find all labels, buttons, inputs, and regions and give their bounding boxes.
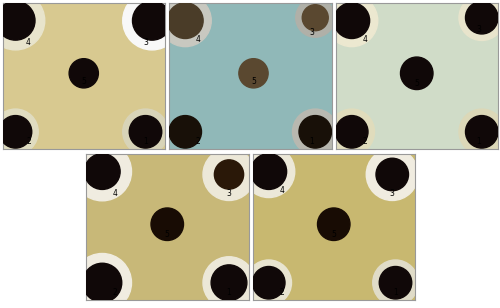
Text: 2: 2 bbox=[196, 137, 200, 147]
Ellipse shape bbox=[400, 57, 433, 90]
Ellipse shape bbox=[239, 59, 268, 88]
Ellipse shape bbox=[0, 116, 32, 148]
Ellipse shape bbox=[0, 1, 35, 40]
Ellipse shape bbox=[73, 142, 132, 201]
Text: 4: 4 bbox=[196, 35, 200, 44]
Ellipse shape bbox=[203, 257, 255, 308]
Ellipse shape bbox=[203, 148, 255, 201]
Text: 5: 5 bbox=[251, 78, 256, 87]
Ellipse shape bbox=[336, 116, 368, 148]
Ellipse shape bbox=[459, 109, 500, 155]
Text: 2: 2 bbox=[26, 137, 31, 147]
Text: 3: 3 bbox=[226, 189, 232, 198]
Ellipse shape bbox=[73, 253, 132, 308]
Ellipse shape bbox=[252, 266, 285, 299]
Ellipse shape bbox=[466, 2, 498, 34]
Ellipse shape bbox=[132, 1, 172, 40]
Ellipse shape bbox=[0, 0, 45, 50]
Ellipse shape bbox=[211, 265, 247, 301]
Ellipse shape bbox=[168, 3, 203, 38]
Text: D: D bbox=[92, 160, 100, 170]
Ellipse shape bbox=[251, 154, 286, 189]
Ellipse shape bbox=[83, 263, 122, 302]
Ellipse shape bbox=[329, 109, 374, 155]
Text: 3: 3 bbox=[310, 28, 314, 37]
Ellipse shape bbox=[159, 0, 211, 47]
Ellipse shape bbox=[302, 5, 328, 31]
Text: 3: 3 bbox=[476, 25, 481, 34]
Ellipse shape bbox=[459, 0, 500, 40]
Ellipse shape bbox=[243, 146, 295, 197]
Text: 1: 1 bbox=[143, 137, 148, 147]
Ellipse shape bbox=[366, 148, 418, 201]
Ellipse shape bbox=[246, 260, 292, 306]
Ellipse shape bbox=[334, 3, 370, 38]
Ellipse shape bbox=[373, 260, 418, 306]
Text: 4: 4 bbox=[280, 186, 284, 195]
Text: 4: 4 bbox=[362, 35, 367, 44]
Text: A: A bbox=[9, 9, 16, 19]
Ellipse shape bbox=[151, 208, 184, 241]
Text: E: E bbox=[259, 160, 266, 170]
Text: 3: 3 bbox=[143, 38, 148, 47]
Ellipse shape bbox=[0, 109, 38, 155]
Text: 2: 2 bbox=[113, 288, 117, 298]
Ellipse shape bbox=[292, 109, 338, 155]
Ellipse shape bbox=[123, 0, 181, 50]
Text: 2: 2 bbox=[362, 137, 367, 147]
Ellipse shape bbox=[296, 0, 335, 37]
Ellipse shape bbox=[169, 116, 202, 148]
Ellipse shape bbox=[69, 59, 98, 88]
Text: B: B bbox=[176, 9, 183, 19]
Text: 1: 1 bbox=[226, 288, 232, 298]
Text: 3: 3 bbox=[390, 189, 394, 198]
Ellipse shape bbox=[318, 208, 350, 241]
Ellipse shape bbox=[376, 158, 408, 191]
Ellipse shape bbox=[84, 154, 120, 189]
Ellipse shape bbox=[326, 0, 378, 47]
Text: 1: 1 bbox=[476, 137, 481, 147]
Text: 5: 5 bbox=[165, 230, 170, 239]
Text: 1: 1 bbox=[393, 288, 398, 298]
Text: 4: 4 bbox=[113, 189, 117, 198]
Text: 4: 4 bbox=[26, 38, 31, 47]
Text: C: C bbox=[342, 9, 349, 19]
Text: 5: 5 bbox=[332, 230, 336, 239]
Text: 2: 2 bbox=[280, 288, 284, 298]
Text: 5: 5 bbox=[82, 78, 86, 87]
Ellipse shape bbox=[299, 116, 332, 148]
Ellipse shape bbox=[380, 266, 412, 299]
Text: 5: 5 bbox=[414, 79, 419, 88]
Ellipse shape bbox=[123, 109, 168, 155]
Ellipse shape bbox=[214, 160, 244, 189]
Text: 1: 1 bbox=[310, 137, 314, 147]
Ellipse shape bbox=[129, 116, 162, 148]
Ellipse shape bbox=[466, 116, 498, 148]
